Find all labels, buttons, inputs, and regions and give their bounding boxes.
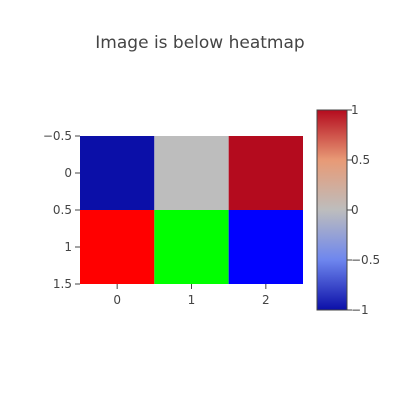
chart-title: Image is below heatmap — [95, 33, 305, 53]
y-tick-label: 1.5 — [53, 277, 72, 291]
y-tick-label: 0 — [64, 166, 72, 180]
heatmap-cell-r0-c0 — [80, 136, 155, 210]
y-axis: −0.5 0 0.5 1 1.5 — [43, 129, 80, 291]
colorbar-tick-label: −1 — [351, 303, 369, 317]
x-tick-label: 2 — [262, 293, 270, 307]
x-axis: 0 1 2 — [113, 284, 270, 307]
colorbar-tick-label: −0.5 — [351, 253, 380, 267]
heatmap-cells — [80, 136, 303, 284]
colorbar-bar — [316, 109, 348, 311]
colorbar: 1 0.5 0 −0.5 −1 — [316, 103, 380, 317]
heatmap-cell-r0-c2 — [228, 136, 303, 210]
colorbar-tick-label: 0 — [351, 203, 359, 217]
heatmap-cell-r1-c2 — [228, 210, 303, 284]
heatmap-cell-r0-c1 — [154, 136, 229, 210]
y-tick-label: 0.5 — [53, 203, 72, 217]
heatmap-cell-r1-c1 — [154, 210, 229, 284]
y-tick-label: 1 — [64, 240, 72, 254]
y-tick-label: −0.5 — [43, 129, 72, 143]
colorbar-tick-label: 1 — [351, 103, 359, 117]
heatmap-cell-r1-c0 — [80, 210, 155, 284]
x-tick-label: 0 — [113, 293, 121, 307]
colorbar-tick-label: 0.5 — [351, 153, 370, 167]
x-tick-label: 1 — [188, 293, 196, 307]
